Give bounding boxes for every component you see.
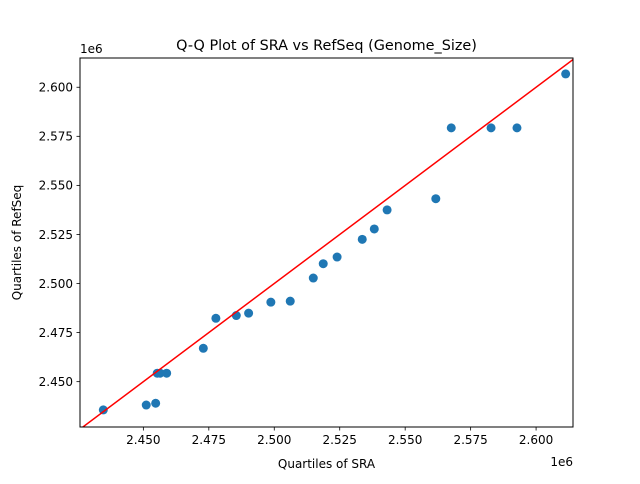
data-point: [285, 296, 295, 306]
x-axis: 2.450 2.475 2.500 2.525 2.550 2.575 2.600: [126, 427, 553, 447]
y-tick-label: 2.550: [39, 179, 73, 193]
x-tick-label: 2.475: [192, 433, 226, 447]
data-point: [141, 400, 151, 410]
data-point: [162, 368, 172, 378]
x-offset-label: 1e6: [550, 455, 573, 469]
data-point: [98, 405, 108, 415]
axes-frame: [79, 57, 574, 428]
data-point: [318, 259, 328, 269]
x-tick-label: 2.525: [323, 433, 357, 447]
data-point: [308, 273, 318, 283]
plot-marks: [81, 58, 573, 427]
y-tick-label: 2.575: [39, 130, 73, 144]
y-tick-label: 2.600: [39, 81, 73, 95]
data-point: [382, 205, 392, 215]
data-point: [244, 308, 254, 318]
data-point: [369, 224, 379, 234]
chart-title: Q-Q Plot of SRA vs RefSeq (Genome_Size): [176, 38, 477, 54]
data-point: [486, 123, 496, 133]
x-tick-label: 2.450: [126, 433, 160, 447]
data-point: [198, 343, 208, 353]
y-tick-label: 2.475: [39, 326, 73, 340]
x-tick-label: 2.500: [257, 433, 291, 447]
y-axis: 2.450 2.475 2.500 2.525 2.550 2.575 2.600: [39, 81, 80, 389]
y-axis-label: Quartiles of RefSeq: [10, 185, 24, 301]
data-point: [512, 123, 522, 133]
y-tick-label: 2.500: [39, 277, 73, 291]
x-tick-label: 2.600: [519, 433, 553, 447]
data-point: [446, 123, 456, 133]
x-axis-label: Quartiles of SRA: [278, 457, 376, 471]
x-tick-label: 2.550: [388, 433, 422, 447]
data-point: [332, 252, 342, 262]
data-point: [561, 69, 571, 79]
data-point: [357, 234, 367, 244]
y-offset-label: 1e6: [80, 42, 103, 56]
x-tick-label: 2.575: [453, 433, 487, 447]
data-point: [431, 194, 441, 204]
y-tick-label: 2.525: [39, 228, 73, 242]
data-point: [151, 398, 161, 408]
data-point: [211, 313, 221, 323]
data-point: [266, 297, 276, 307]
reference-line: [81, 58, 573, 427]
y-tick-label: 2.450: [39, 375, 73, 389]
